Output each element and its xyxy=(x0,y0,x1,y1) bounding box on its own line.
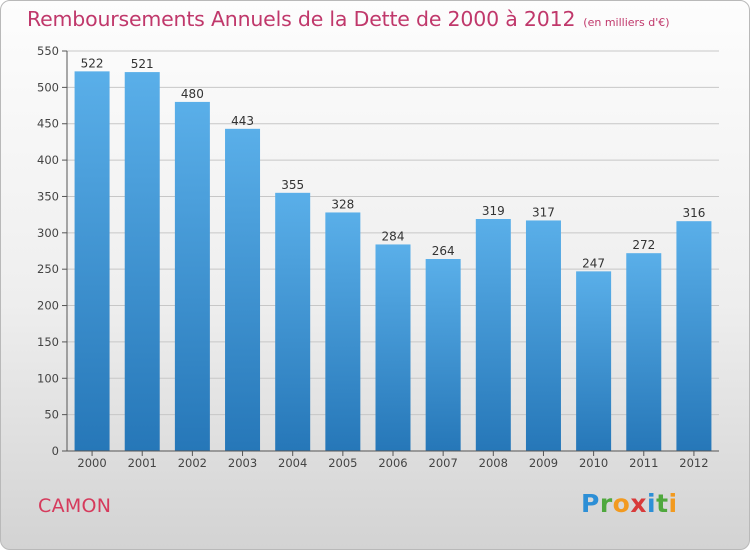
bar-2001[interactable] xyxy=(124,72,160,451)
chart-title-block: Remboursements Annuels de la Dette de 20… xyxy=(27,7,670,31)
y-tick-label: 300 xyxy=(37,226,59,240)
value-label: 319 xyxy=(482,204,505,218)
x-tick-label: 2011 xyxy=(629,456,658,470)
value-label: 480 xyxy=(181,87,204,101)
y-tick-label: 200 xyxy=(37,299,59,313)
x-tick-label: 2005 xyxy=(328,456,357,470)
bar-2005[interactable] xyxy=(325,212,361,451)
logo-letter: r xyxy=(599,489,613,518)
value-label: 316 xyxy=(682,206,705,220)
bar-2012[interactable] xyxy=(676,221,712,451)
bar-2010[interactable] xyxy=(576,271,612,451)
axes: 0 50 100 150 200 250 300 350 400 450 500 550 2000 200… xyxy=(37,44,719,470)
y-tick-label: 500 xyxy=(37,80,59,94)
x-tick-label: 2003 xyxy=(228,456,257,470)
value-label: 264 xyxy=(432,244,455,258)
logo-letter: i xyxy=(668,489,678,518)
x-tick-label: 2001 xyxy=(128,456,157,470)
y-tick-label: 250 xyxy=(37,262,59,276)
chart-title: Remboursements Annuels de la Dette de 20… xyxy=(27,7,576,31)
value-label: 443 xyxy=(231,114,254,128)
x-tick-label: 2010 xyxy=(579,456,608,470)
bar-2003[interactable] xyxy=(225,128,261,451)
bar-2007[interactable] xyxy=(425,259,461,451)
value-label: 328 xyxy=(331,197,354,211)
bar-2008[interactable] xyxy=(475,219,511,451)
value-label: 522 xyxy=(81,56,104,70)
x-tick-label: 2006 xyxy=(378,456,407,470)
logo-letter: t xyxy=(656,489,669,518)
chart-subtitle: (en milliers d'€) xyxy=(583,16,670,29)
value-label: 272 xyxy=(632,238,655,252)
y-tick-label: 400 xyxy=(37,153,59,167)
y-tick-label: 350 xyxy=(37,189,59,203)
bar-2002[interactable] xyxy=(174,101,210,451)
bar-2000[interactable] xyxy=(74,71,110,451)
value-label: 247 xyxy=(582,256,605,270)
value-label: 355 xyxy=(281,178,304,192)
commune-name: CAMON xyxy=(38,495,112,517)
bar-2011[interactable] xyxy=(626,253,662,451)
bar-2009[interactable] xyxy=(525,220,561,451)
y-tick-label: 50 xyxy=(44,408,59,422)
y-tick-label: 100 xyxy=(37,371,59,385)
logo-letter: o xyxy=(612,489,631,518)
y-tick-label: 0 xyxy=(52,444,59,458)
y-tick-label: 450 xyxy=(37,117,59,131)
value-labels: 522 521 480 443 355 328 284 264 319 317 247 272 316 xyxy=(81,56,706,270)
proxiti-logo[interactable]: Proxiti xyxy=(581,489,678,518)
bar-2004[interactable] xyxy=(275,192,311,451)
x-tick-label: 2007 xyxy=(429,456,458,470)
x-tick-label: 2004 xyxy=(278,456,307,470)
value-label: 521 xyxy=(131,57,154,71)
y-tick-label: 550 xyxy=(37,44,59,58)
x-tick-label: 2000 xyxy=(77,456,106,470)
logo-letter: P xyxy=(581,489,600,518)
value-label: 317 xyxy=(532,205,555,219)
y-tick-label: 150 xyxy=(37,335,59,349)
bar-2006[interactable] xyxy=(375,244,411,451)
x-tick-label: 2012 xyxy=(679,456,708,470)
value-label: 284 xyxy=(382,229,405,243)
logo-letter: x xyxy=(630,489,647,518)
bars xyxy=(74,71,712,451)
x-tick-label: 2002 xyxy=(178,456,207,470)
logo-letter: i xyxy=(647,489,657,518)
x-tick-label: 2008 xyxy=(479,456,508,470)
x-tick-label: 2009 xyxy=(529,456,558,470)
